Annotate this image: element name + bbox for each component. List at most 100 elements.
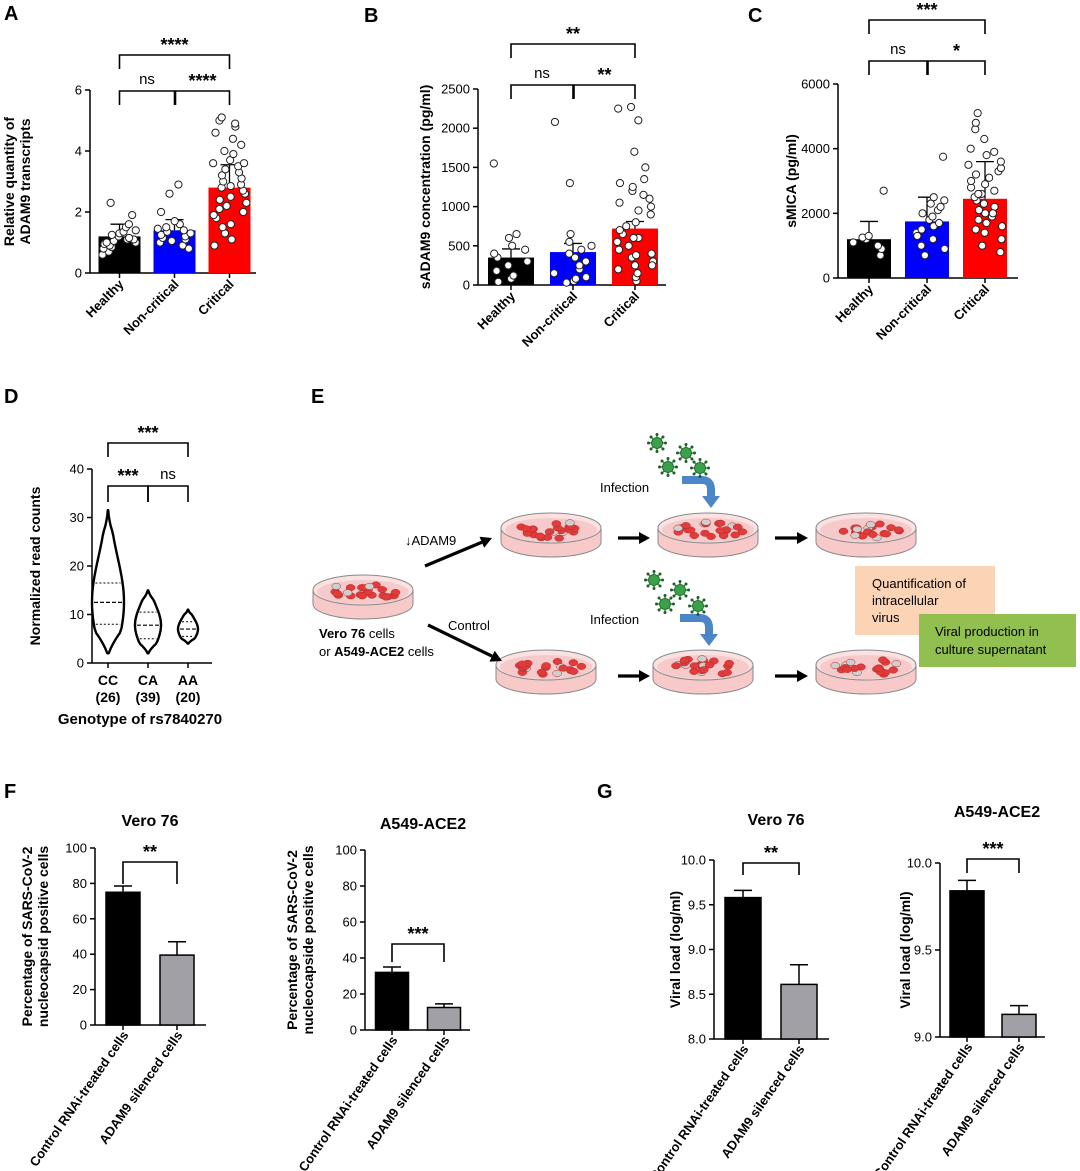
panel-label-c: C: [748, 5, 762, 27]
A-significance-bracket: [174, 90, 231, 105]
virus-spike-tip: [658, 465, 661, 469]
cell: [737, 528, 748, 536]
C-data-point: [980, 134, 989, 144]
cell: [701, 518, 711, 526]
B-category-label: Critical: [600, 289, 642, 331]
F2-bar-0: [374, 971, 410, 1031]
G2-y-tick-label: 10.0: [907, 856, 932, 871]
C-data-point: [980, 228, 989, 237]
cell: [891, 660, 902, 668]
F2-y-axis-label: nucleocapside positive cells: [300, 845, 316, 1034]
B-significance-label: ns: [534, 65, 550, 82]
B-data-point: [571, 274, 580, 283]
B-data-point: [613, 237, 622, 246]
A-data-point: [162, 223, 171, 232]
supernatant-text: Viral production in: [935, 624, 1039, 639]
arrow-to-control: [427, 623, 502, 662]
virus-spike-tip: [698, 458, 702, 461]
cell: [724, 659, 734, 667]
B-data-point: [581, 257, 590, 266]
C-data-point: [981, 180, 990, 189]
arrow-head: [639, 532, 650, 544]
C-data-point: [928, 212, 937, 221]
A-significance-bracket: [118, 90, 176, 105]
cell: [381, 593, 391, 601]
F-category-label: Control RNAi-treated cells: [26, 1028, 131, 1169]
virus-body: [694, 462, 706, 474]
virus-spike-tip: [663, 594, 667, 597]
A-significance-label: ****: [160, 35, 188, 55]
C-data-point: [964, 160, 973, 169]
virus-spike-tip: [678, 580, 682, 583]
virus-spike-tip: [688, 604, 691, 608]
cell: [722, 669, 732, 676]
virus-spike-tip: [704, 472, 708, 476]
C-data-point: [938, 152, 948, 161]
cell: [697, 655, 707, 663]
virus-spike-tip: [692, 460, 696, 464]
A-data-point: [215, 195, 224, 204]
F2-y-tick-label: 60: [343, 915, 357, 930]
virus-spike-tip: [675, 465, 678, 469]
cell: [517, 660, 527, 668]
virus-spike-tip: [657, 596, 661, 600]
B-data-point: [614, 265, 623, 274]
panel-label-e: E: [311, 386, 324, 408]
C-data-point: [913, 231, 922, 241]
A-significance-label: ns: [139, 71, 155, 88]
panel-g2-chart: 9.0 9.5 10.0 Viral load (log/ml) A549-ACE2 Co…: [870, 804, 1045, 1171]
A-y-tick-label: 2: [75, 205, 82, 220]
C-data-point: [973, 109, 982, 118]
cell: [888, 666, 899, 674]
A-data-point: [237, 140, 246, 149]
B-significance-bracket: [510, 84, 574, 99]
arrow-head: [797, 532, 808, 544]
virus-spike-tip: [663, 611, 667, 614]
virus-spike-tip: [705, 604, 708, 608]
virus-spike-tip: [661, 447, 665, 451]
virus-spike-tip: [690, 445, 694, 449]
virus-icon: [670, 580, 690, 600]
A-data-point: [221, 165, 230, 174]
C-data-point: [971, 170, 981, 179]
D-significance-label: ns: [160, 466, 176, 483]
D-y-tick-label: 0: [77, 656, 84, 671]
F2-category-label: Control RNAi-treated cells: [295, 1033, 400, 1171]
F-title: Vero 76: [122, 813, 179, 830]
B-data-point: [632, 251, 641, 260]
A-data-point: [228, 134, 238, 143]
C-y-tick-label: 2000: [801, 206, 830, 221]
A-data-point: [226, 220, 235, 229]
C-data-point: [997, 235, 1006, 244]
virus-spike-tip: [655, 450, 659, 453]
virus-spike-tip: [647, 441, 650, 445]
B-category-label: Non-critical: [519, 289, 580, 350]
A-y-tick-label: 6: [75, 83, 82, 98]
cell: [715, 527, 725, 535]
virus-spike-tip: [684, 460, 688, 463]
A-data-point: [217, 171, 227, 180]
D-significance-bracket: [147, 485, 189, 502]
A-data-point: [131, 226, 140, 235]
D-violin-cc: [90, 509, 126, 655]
panel-f2-chart: 0 20 40 60 80 100 Percentage of SARS-CoV-2 nucl…: [284, 816, 470, 1171]
B-data-point: [521, 245, 530, 254]
C-significance-label: *: [953, 41, 960, 61]
B-data-point: [577, 245, 586, 254]
C-y-tick-label: 4000: [801, 141, 830, 156]
panel-label-d: D: [4, 386, 18, 408]
cells-label-line-2: or A549-ACE2 cells: [319, 644, 434, 659]
virus-spike-tip: [646, 572, 650, 576]
control-dish-3: [815, 649, 917, 695]
cell: [715, 519, 726, 527]
panel-f-chart: 0 20 40 60 80 100 Percentage of SARS-CoV-2 nucl…: [19, 813, 206, 1169]
A-category-label: Non-critical: [120, 277, 181, 338]
virus-spike-tip: [698, 475, 702, 478]
A-data-point: [227, 235, 236, 244]
D-significance-label: ***: [137, 423, 158, 443]
cells-suffix: cells: [404, 644, 434, 659]
virus-spike-tip: [672, 602, 675, 606]
A-data-point: [239, 207, 248, 217]
